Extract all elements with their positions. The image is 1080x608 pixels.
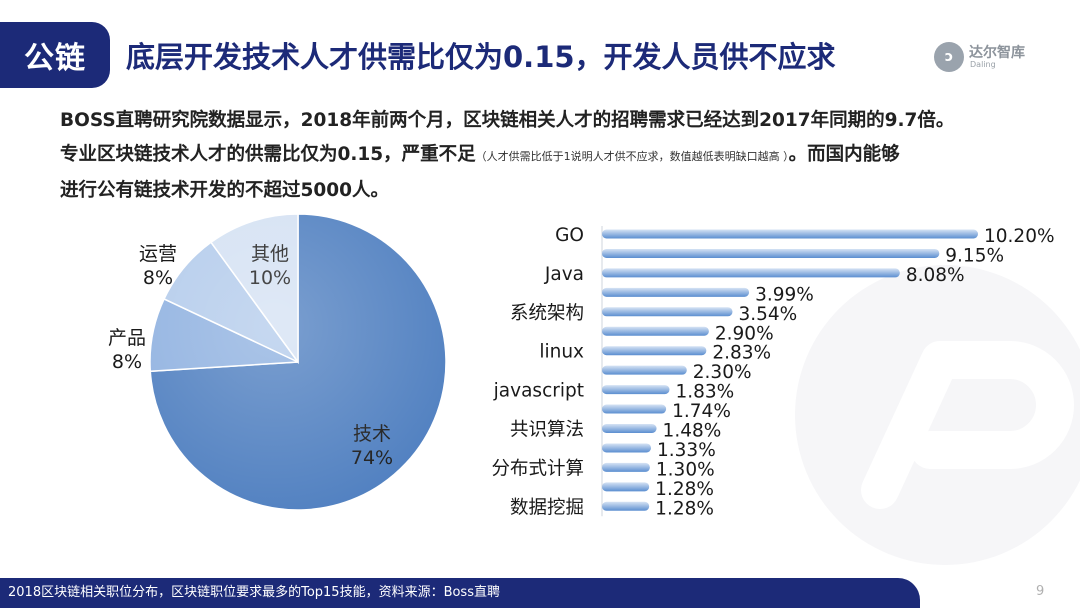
intro-line-2-main: 专业区块链技术人才的供需比仅为0.15，严重不足: [60, 144, 476, 165]
intro-line-3: 进行公有链技术开发的不超过5000人。: [60, 180, 389, 201]
bar-value-label-6: 2.90%: [715, 323, 774, 344]
intro-paragraph: BOSS直聘研究院数据显示，2018年前两个月，区块链相关人才的招聘需求已经达到…: [60, 104, 1060, 208]
page-number: 9: [1036, 584, 1045, 599]
bar-4: [602, 287, 750, 297]
intro-line-1: BOSS直聘研究院数据显示，2018年前两个月，区块链相关人才的招聘需求已经达到…: [60, 110, 955, 131]
bar-value-label-15: 1.28%: [655, 498, 714, 519]
bar-11: [602, 424, 657, 433]
bar-value-label-14: 1.28%: [655, 479, 714, 500]
intro-line-2: 专业区块链技术人才的供需比仅为0.15，严重不足（人才供需比低于1说明人才供不应…: [60, 138, 1060, 174]
logo-subtitle: Daling: [970, 60, 996, 69]
bar-value-label-9: 1.83%: [675, 382, 734, 403]
bar-10: [602, 404, 667, 414]
bar-value-label-4: 3.99%: [755, 284, 814, 305]
bar-category-label-4: linux: [539, 342, 584, 363]
bar-value-label-8: 2.30%: [693, 362, 752, 383]
bar-7: [602, 346, 707, 356]
bar-value-label-11: 1.48%: [663, 421, 722, 442]
pie-label-2: 产品: [108, 327, 146, 349]
background-watermark-icon: [795, 265, 1080, 565]
page-title: 底层开发技术人才供需比仅为0.15，开发人员供不应求: [126, 40, 836, 74]
bar-13: [602, 462, 650, 472]
bar-8: [602, 365, 687, 375]
charts-area: 技术74%产品8%运营8%其他10% 10.20%9.15%8.08% 3.99%…: [108, 214, 1055, 519]
bar-1: [602, 229, 978, 239]
bar-3: [602, 268, 900, 278]
bar-9: [602, 385, 670, 395]
bar-12: [602, 443, 652, 453]
skills-bar-chart: 10.20%9.15%8.08% 3.99%3.54%2.90%2.83%2.30…: [491, 225, 1054, 519]
bar-category-label-3: 系统架构: [510, 303, 584, 324]
pie-chart: 技术74%产品8%运营8%其他10%: [108, 214, 447, 511]
pie-value-2: 8%: [112, 351, 142, 373]
bar-value-label-7: 2.83%: [712, 343, 771, 364]
bar-category-label-1: GO: [555, 225, 584, 246]
bar-value-label-1: 10.20%: [984, 226, 1055, 247]
bar-value-label-3: 8.08%: [906, 265, 965, 286]
bar-value-label-5: 3.54%: [738, 304, 797, 325]
section-tag: 公链: [0, 22, 110, 88]
pie-shade: [150, 214, 446, 510]
bar-category-label-6: 共识算法: [510, 420, 584, 441]
bar-category-label-8: 数据挖掘: [510, 497, 584, 518]
bar-15: [602, 501, 650, 511]
intro-note: （人才供需比低于1说明人才供不应求，数值越低表明缺口越高 ）: [475, 150, 789, 163]
brand-logo: ↄ 达尔智库 Daling: [934, 40, 1054, 74]
bar-6: [602, 326, 709, 336]
daling-logo-icon: ↄ: [934, 42, 964, 72]
bar-value-label-10: 1.74%: [672, 401, 731, 422]
bar-14: [602, 482, 650, 492]
bar-value-label-12: 1.33%: [657, 440, 716, 461]
bar-category-label-7: 分布式计算: [491, 458, 584, 479]
pie-label-3: 运营: [139, 243, 177, 265]
bar-5: [602, 307, 733, 317]
bar-category-label-5: javascript: [493, 381, 584, 402]
logo-name: 达尔智库: [969, 45, 1025, 61]
bar-category-label-2: Java: [544, 264, 584, 285]
bar-value-label-2: 9.15%: [945, 245, 1004, 266]
bar-value-label-13: 1.30%: [656, 459, 715, 480]
bar-2: [602, 248, 940, 258]
pie-value-3: 8%: [143, 267, 173, 289]
footer-caption: 2018区块链相关职位分布，区块链职位要求最多的Top15技能，资料来源：Bos…: [0, 578, 920, 608]
intro-line-2-end: 。而国内能够: [788, 144, 900, 165]
